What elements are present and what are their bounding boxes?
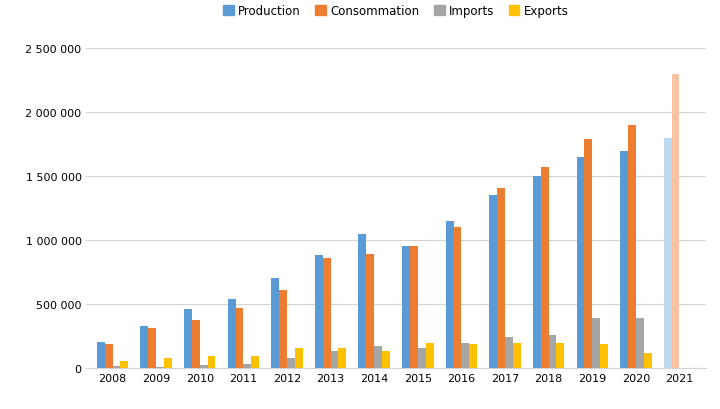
Bar [418, 348, 426, 368]
Bar [104, 344, 112, 368]
Bar [120, 361, 128, 368]
Bar [541, 168, 549, 368]
Bar [148, 328, 156, 368]
Bar [462, 343, 469, 368]
Bar [192, 320, 199, 368]
Bar [156, 367, 164, 368]
Bar [549, 335, 557, 368]
Bar [287, 358, 294, 368]
Bar [323, 258, 330, 368]
Bar [636, 318, 644, 368]
Bar [271, 279, 279, 368]
Bar [533, 177, 541, 368]
Bar [644, 353, 652, 368]
Bar [505, 337, 513, 368]
Bar [664, 138, 672, 368]
Bar [164, 358, 172, 368]
Bar [374, 346, 382, 368]
Bar [112, 366, 120, 368]
Legend: Production, Consommation, Imports, Exports: Production, Consommation, Imports, Expor… [218, 1, 574, 23]
Bar [330, 351, 338, 368]
Bar [199, 366, 207, 368]
Bar [490, 196, 498, 368]
Bar [97, 343, 104, 368]
Bar [235, 308, 243, 368]
Bar [628, 126, 636, 368]
Bar [577, 157, 585, 368]
Bar [620, 151, 628, 368]
Bar [279, 290, 287, 368]
Bar [585, 140, 593, 368]
Bar [359, 234, 366, 368]
Bar [366, 254, 374, 368]
Bar [207, 356, 215, 368]
Bar [557, 343, 564, 368]
Bar [140, 326, 148, 368]
Bar [382, 351, 390, 368]
Bar [593, 318, 600, 368]
Bar [338, 348, 346, 368]
Bar [498, 188, 505, 368]
Bar [469, 344, 477, 368]
Bar [184, 309, 192, 368]
Bar [243, 364, 251, 368]
Bar [426, 343, 433, 368]
Bar [402, 247, 410, 368]
Bar [315, 256, 323, 368]
Bar [672, 74, 680, 368]
Bar [294, 348, 302, 368]
Bar [513, 343, 521, 368]
Bar [410, 247, 418, 368]
Bar [228, 299, 235, 368]
Bar [251, 356, 259, 368]
Bar [600, 344, 608, 368]
Bar [454, 228, 462, 368]
Bar [446, 221, 454, 368]
